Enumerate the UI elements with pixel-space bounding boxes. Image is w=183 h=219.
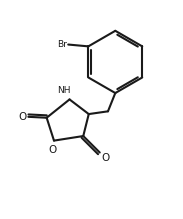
Text: NH: NH	[57, 86, 71, 95]
Text: O: O	[48, 145, 56, 155]
Text: O: O	[18, 112, 27, 122]
Text: O: O	[102, 154, 110, 163]
Text: Br: Br	[57, 40, 67, 49]
